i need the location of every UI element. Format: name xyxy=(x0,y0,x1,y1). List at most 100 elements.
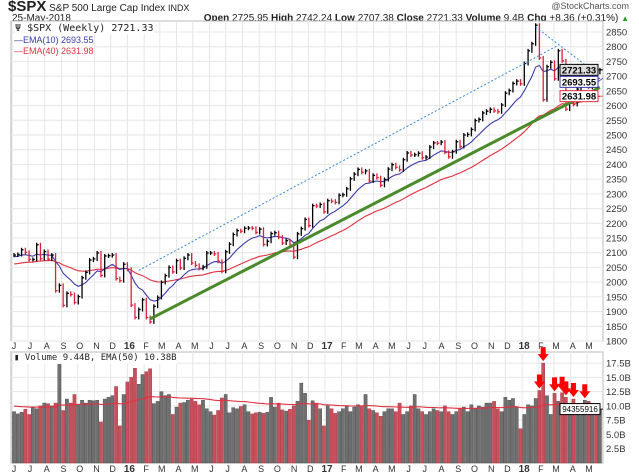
volume-bar xyxy=(114,386,118,464)
y-tick-label: 2100 xyxy=(606,248,627,259)
x-tick-label: J xyxy=(225,341,230,351)
volume-value: 9.4B xyxy=(503,13,525,24)
x-tick-label: M xyxy=(158,341,166,351)
x-tick-label: 17 xyxy=(321,464,333,475)
legend-price-text: $SPX (Weekly) 2721.33 xyxy=(27,23,154,34)
down-arrow-icon xyxy=(579,384,591,399)
volume-tick-label: 2.5B xyxy=(606,444,626,455)
volume-bar xyxy=(99,421,103,464)
symbol: $SPX xyxy=(8,0,47,15)
volume-bar xyxy=(299,382,304,464)
volume-bar xyxy=(359,405,364,464)
x-tick-label: J xyxy=(406,341,411,351)
x-tick-label: D xyxy=(504,464,511,474)
volume-bar xyxy=(333,413,338,464)
y-tick-label: 2000 xyxy=(606,278,627,289)
ema40-swatch-icon: — xyxy=(14,46,23,56)
close-value-tag-box xyxy=(559,63,599,76)
volume-bar xyxy=(488,402,493,464)
volume-bar xyxy=(329,408,334,464)
volume-bar xyxy=(310,400,315,464)
x-tick-label: 17 xyxy=(321,341,333,352)
low-value: 2707.38 xyxy=(357,13,394,24)
x-tick-label: O xyxy=(274,464,281,474)
y-tick-label: 1900 xyxy=(606,307,627,318)
volume-bar xyxy=(76,404,81,464)
volume-bar xyxy=(68,402,73,464)
volume-bar xyxy=(590,406,595,464)
volume-bar xyxy=(511,398,515,464)
volume-bar xyxy=(148,368,152,464)
volume-bar xyxy=(458,408,462,464)
x-tick-label: S xyxy=(455,464,461,474)
volume-bar xyxy=(72,394,77,464)
high-value: 2742.24 xyxy=(295,13,333,24)
x-tick-label: J xyxy=(423,464,428,474)
volume-bar xyxy=(220,397,224,464)
x-tick-label: O xyxy=(471,341,478,351)
y-tick-label: 2750 xyxy=(606,57,627,68)
volume-bar xyxy=(265,411,270,464)
volume-bar xyxy=(314,402,319,464)
volume-bar xyxy=(223,394,228,464)
volume-bar xyxy=(594,408,598,464)
ema40-line xyxy=(13,95,601,283)
y-tick-label: 1800 xyxy=(606,337,627,348)
volume-tick-label: 17.5B xyxy=(606,359,631,370)
x-tick-label: M xyxy=(158,464,166,474)
volume-bar xyxy=(401,414,406,464)
x-tick-label: A xyxy=(373,464,379,474)
volume-bar xyxy=(454,411,459,464)
volume-bar xyxy=(560,392,564,464)
ema10-value-tag: 2693.55 xyxy=(562,77,597,88)
volume-bar xyxy=(443,405,447,464)
high-label: High xyxy=(270,13,294,24)
y-tick-label: 2650 xyxy=(606,86,627,97)
y-tick-label: 1850 xyxy=(606,322,627,333)
volume-bar xyxy=(231,407,236,464)
exchange: INDX xyxy=(167,3,190,13)
down-arrow-icon xyxy=(549,377,561,392)
x-tick-label: A xyxy=(44,341,50,351)
legend-volume-text: Volume 9.44B, EMA(50) 10.38B xyxy=(24,353,177,363)
x-tick-label: J xyxy=(12,341,17,351)
volume-bar xyxy=(38,405,43,464)
channel-trendline xyxy=(138,44,559,271)
volume-bar xyxy=(80,399,84,464)
volume-bar xyxy=(144,371,149,464)
legend-ema10-text: EMA(10) 2693.55 xyxy=(23,35,94,45)
volume-bar xyxy=(492,401,496,464)
volume-bar xyxy=(174,406,179,464)
volume-bar xyxy=(155,401,160,464)
x-tick-label: J xyxy=(12,464,17,474)
volume-bar xyxy=(390,408,394,464)
volume-bar xyxy=(178,402,183,464)
x-tick-label: 16 xyxy=(124,464,136,475)
volume-bar xyxy=(393,411,398,464)
volume-bar xyxy=(367,408,372,464)
volume-bar xyxy=(571,398,576,464)
volume-bar xyxy=(582,399,587,464)
volume-bar xyxy=(269,397,273,464)
volume-bar xyxy=(575,408,580,464)
x-tick-label: F xyxy=(341,464,347,474)
volume-bar xyxy=(405,411,409,464)
x-tick-label: 18 xyxy=(519,341,531,352)
volume-bar xyxy=(545,395,549,464)
x-tick-label: S xyxy=(61,464,67,474)
volume-tick-label: 7.5B xyxy=(606,416,626,427)
volume-bar xyxy=(284,410,288,464)
volume-bar xyxy=(129,377,133,464)
volume-bar xyxy=(227,412,232,464)
volume-bar xyxy=(159,391,164,464)
x-tick-label: M xyxy=(552,341,560,351)
volume-bar xyxy=(318,408,322,464)
volume-bar xyxy=(533,398,538,464)
y-tick-label: 2800 xyxy=(606,42,627,53)
x-tick-label: F xyxy=(143,464,149,474)
volume-bar xyxy=(424,414,428,464)
ema40-value-tag-box xyxy=(559,90,599,103)
volume-bar xyxy=(12,411,16,464)
volume-bar xyxy=(548,414,553,464)
x-tick-label: M xyxy=(355,464,363,474)
